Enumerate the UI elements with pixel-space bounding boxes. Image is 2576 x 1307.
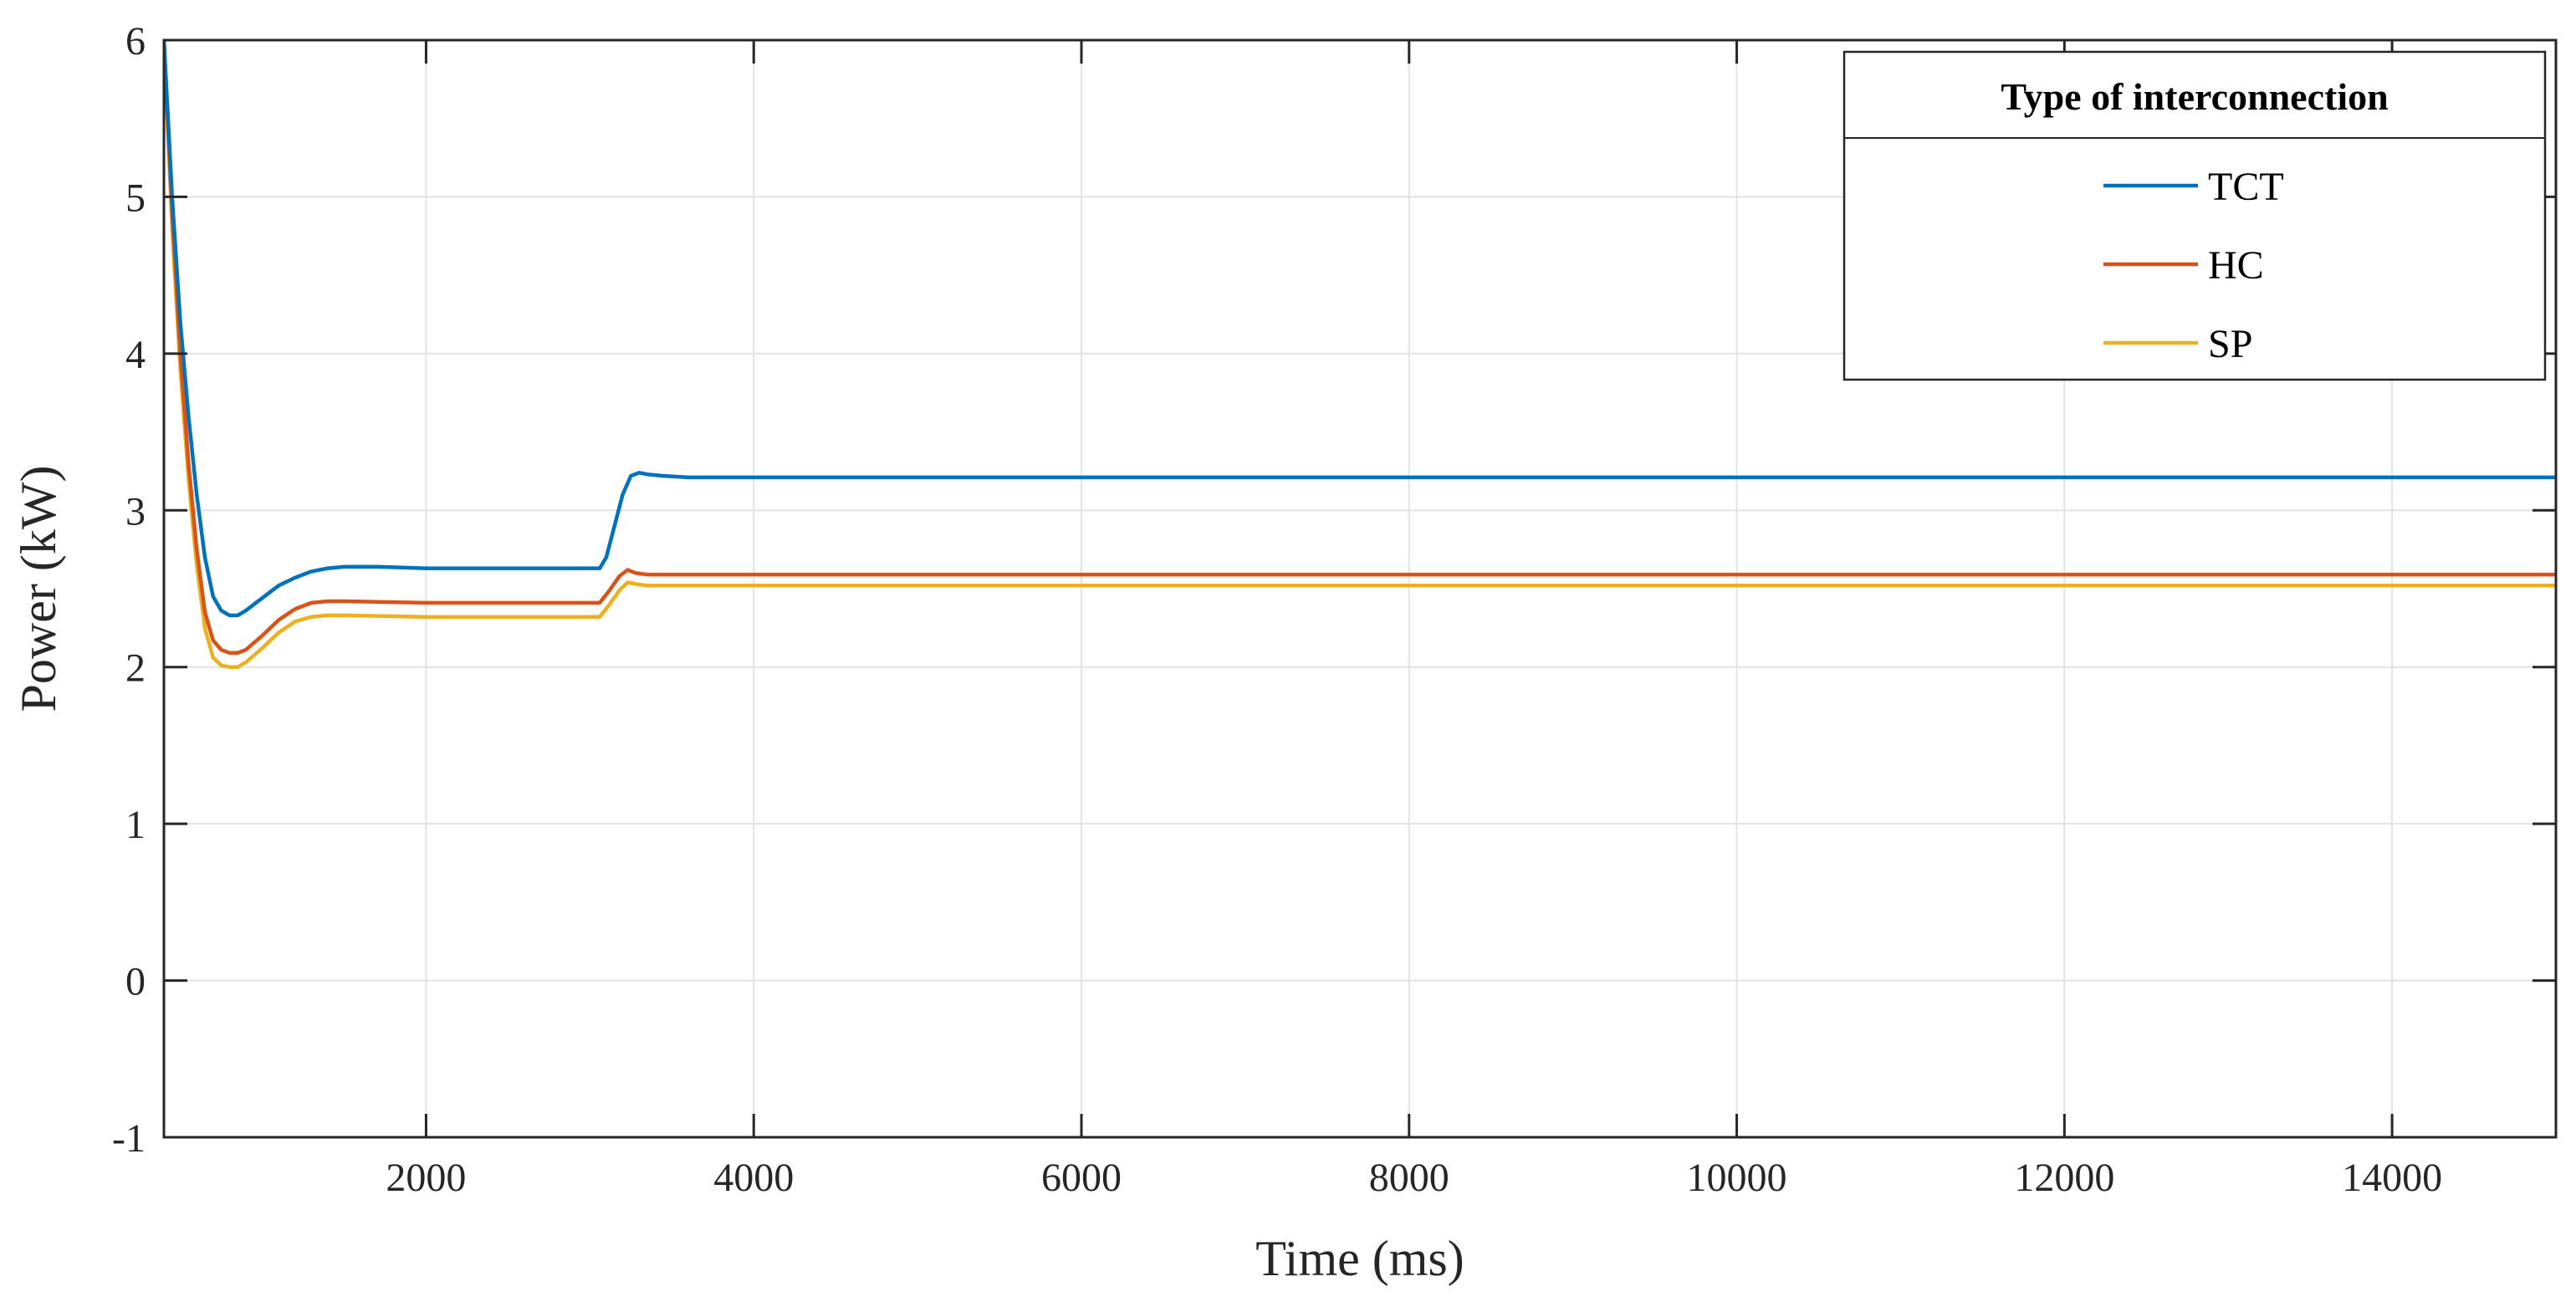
y-axis-title: Power (kW)	[11, 466, 66, 712]
x-tick-label: 6000	[1041, 1156, 1122, 1200]
x-tick-label: 14000	[2342, 1156, 2442, 1200]
legend-title: Type of interconnection	[2001, 75, 2388, 118]
x-axis-title: Time (ms)	[1255, 1231, 1464, 1286]
legend-label-sp: SP	[2208, 322, 2252, 366]
plot-area-border	[162, 38, 2558, 1139]
legend-box	[1843, 50, 2547, 381]
series-line-sp	[164, 40, 2556, 669]
x-tick-label: 4000	[713, 1156, 794, 1200]
y-tick-label: -1	[112, 1116, 146, 1161]
x-tick-label: 2000	[386, 1156, 466, 1200]
y-tick-label: 4	[125, 333, 146, 377]
y-tick-label: 1	[125, 803, 146, 847]
legend-label-hc: HC	[2208, 243, 2264, 288]
y-tick-label: 6	[125, 19, 146, 64]
x-tick-label: 10000	[1687, 1156, 1787, 1200]
x-tick-label: 12000	[2014, 1156, 2114, 1200]
x-tick-label: 8000	[1369, 1156, 1449, 1200]
series-line-tct	[164, 40, 2556, 618]
legend-entries: TCT HC SP	[2103, 165, 2284, 366]
legend-label-tct: TCT	[2208, 165, 2284, 209]
y-tick-label: 0	[125, 960, 146, 1004]
y-tick-label: 5	[125, 176, 146, 220]
y-tick-label: 3	[125, 489, 146, 534]
data-series	[164, 40, 2556, 669]
series-line-hc	[164, 40, 2556, 656]
axis-tick-labels: 2000 4000 6000 8000 10000 12000 14000 -1 0 1 2 3 4 5 6	[112, 19, 2442, 1200]
legend: Type of interconnection TCT HC SP	[1843, 50, 2547, 381]
y-tick-label: 2	[125, 646, 146, 691]
